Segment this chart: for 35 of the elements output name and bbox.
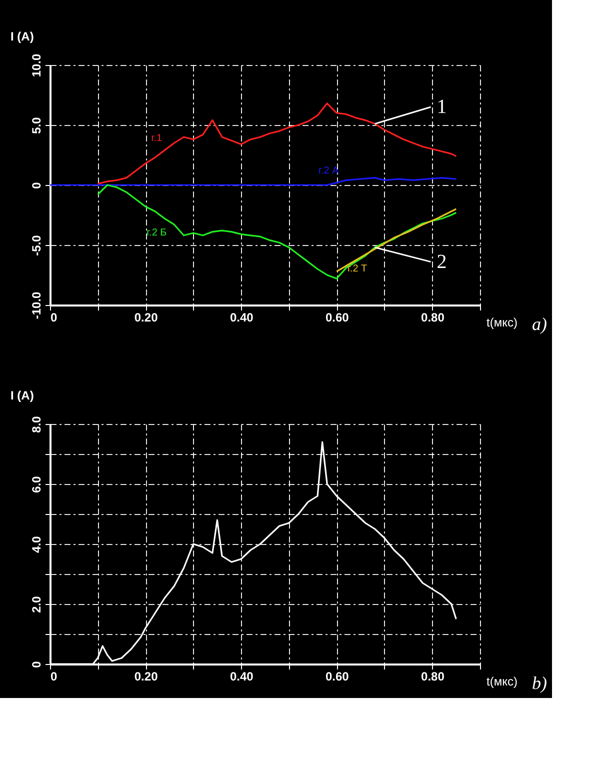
x-tick-label: 0.60 — [325, 310, 350, 324]
x-tick-label: 0.80 — [421, 670, 445, 684]
y-tick-label: 10.0 — [30, 54, 44, 78]
x-tick-label: 0.80 — [421, 310, 445, 324]
y-axis-title: I (A) — [10, 388, 34, 402]
annotation: 2 — [436, 250, 447, 273]
x-tick-label: 0.40 — [230, 670, 254, 684]
x-tick-label: 0 — [50, 670, 58, 684]
x-axis-title: t(мкс) — [486, 674, 518, 688]
series-label: г.2 А — [318, 166, 340, 177]
x-tick-label: 0 — [50, 310, 58, 324]
y-tick-label: 4.0 — [30, 536, 44, 553]
x-axis-title: t(мкс) — [486, 316, 518, 330]
series-label: г.1 — [151, 133, 162, 144]
annotation: 1 — [436, 96, 447, 118]
y-tick-label: 0 — [30, 660, 44, 668]
y-axis-title: I (A) — [10, 30, 34, 44]
y-tick-label: 0 — [30, 182, 44, 189]
text: b) — [532, 673, 547, 693]
x-tick-label: 0.60 — [325, 670, 350, 684]
series-label: г.2 Б — [146, 228, 168, 239]
x-tick-label: 0.20 — [134, 670, 158, 684]
y-tick-label: 6.0 — [30, 476, 44, 493]
y-tick-label: 8.0 — [30, 416, 44, 433]
text: a) — [532, 314, 547, 334]
series-label: г.2 Т — [348, 264, 368, 275]
line-series — [49, 177, 457, 186]
x-tick-label: 0.20 — [134, 310, 158, 324]
y-tick-label: 5.0 — [30, 116, 44, 134]
y-tick-label: 2.0 — [30, 596, 44, 613]
y-tick-label: -10.0 — [30, 292, 44, 320]
line-series — [96, 184, 457, 280]
x-tick-label: 0.40 — [230, 310, 254, 324]
line-series — [336, 208, 457, 272]
y-tick-label: -5.0 — [30, 234, 44, 256]
